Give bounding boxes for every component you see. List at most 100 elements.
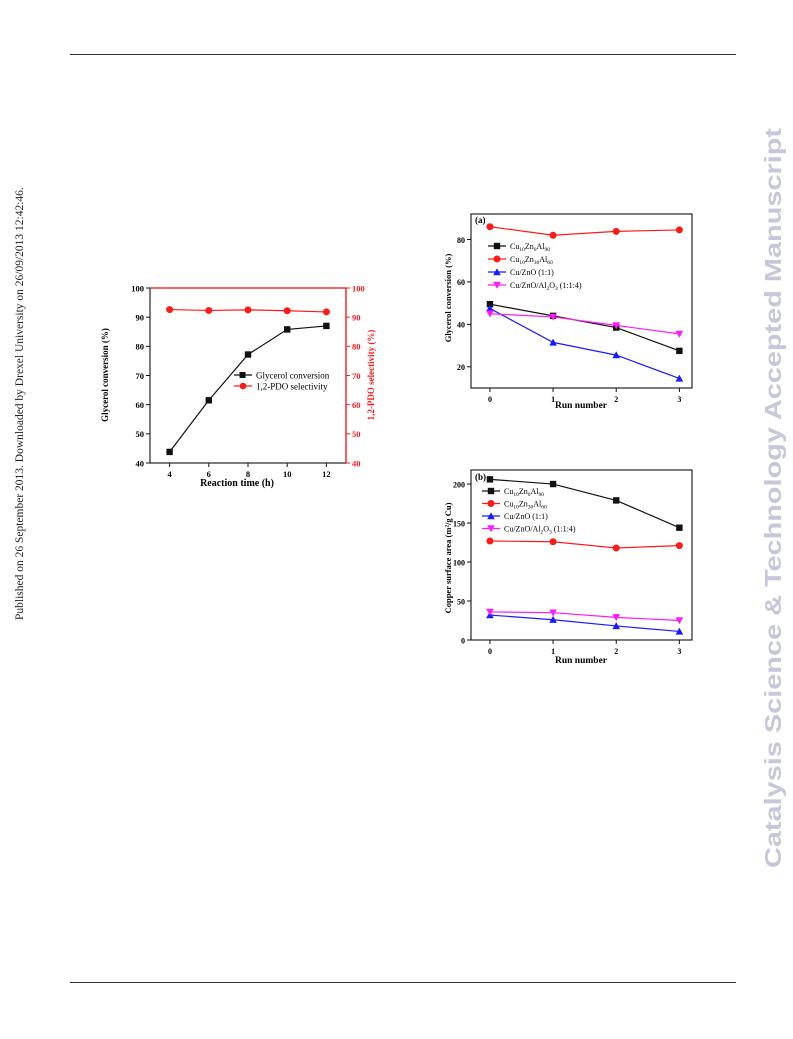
data-point-series-2 — [166, 306, 174, 314]
panel-label: (a) — [475, 215, 486, 225]
data-point-series-1 — [676, 347, 683, 355]
y2-tick-label: 70 — [352, 371, 361, 381]
data-point-series-3 — [549, 615, 557, 623]
legend-marker-3 — [493, 268, 501, 276]
series-line-2 — [489, 226, 680, 236]
y-tick-label: 60 — [457, 278, 465, 287]
series-line-3 — [489, 307, 680, 380]
data-point-series-1 — [166, 448, 173, 456]
data-point-series-3 — [612, 622, 621, 630]
x-tick-label: 10 — [283, 469, 292, 479]
legend-label-1: Cu10Zn0Al90 — [510, 242, 550, 253]
data-point-series-2 — [612, 544, 620, 552]
series-line-1 — [489, 478, 680, 529]
legend-marker-3 — [487, 512, 495, 520]
y-tick-label: 50 — [136, 429, 145, 439]
data-point-series-2 — [486, 223, 494, 231]
legend-label-2: Cu10Zn30Al60 — [510, 255, 553, 266]
legend-marker-glycerol-conversion — [239, 372, 246, 378]
data-point-series-4 — [675, 330, 684, 338]
panel-label: (b) — [475, 472, 486, 482]
data-point-series-1 — [486, 300, 494, 308]
publication-note: Published on 26 September 2013. Download… — [14, 187, 26, 620]
y-tick-label: 80 — [136, 342, 145, 352]
y-tick-label: 20 — [457, 363, 465, 372]
data-point-series-2 — [549, 231, 557, 239]
x-tick-label: 0 — [488, 647, 492, 656]
data-point-series-3 — [612, 351, 621, 359]
y-axis-label: Copper surface area (m²/g Cu) — [443, 502, 453, 613]
plot-area: 0 1 2 3 20 40 60 80 — [457, 213, 693, 404]
legend-label-1: Cu10Zn0Al90 — [504, 487, 544, 498]
x-tick-label: 3 — [677, 647, 681, 656]
data-point-series-1 — [549, 480, 557, 488]
series-line-1 — [489, 303, 680, 352]
data-point-series-4 — [612, 614, 621, 622]
bottom-rule — [70, 982, 736, 983]
y-tick-label: 100 — [453, 558, 465, 567]
data-point-series-1 — [244, 351, 252, 358]
data-point-series-2 — [486, 537, 494, 545]
y-tick-label: 70 — [136, 371, 145, 381]
data-point-series-1 — [205, 397, 212, 404]
y-tick-label: 50 — [457, 597, 465, 606]
y-tick-label: 40 — [457, 321, 465, 330]
x-axis-label: Run number — [555, 401, 608, 411]
legend-label-glycerol-conversion: Glycerol conversion — [256, 371, 330, 381]
y2-tick-label: 40 — [352, 458, 361, 468]
journal-watermark: Catalysis Science & Technology Accepted … — [760, 128, 786, 868]
data-point-series-2 — [549, 538, 557, 546]
data-point-series-4 — [612, 322, 621, 330]
y2-axis-label: 1,2-PDO selectivity (%) — [366, 330, 376, 421]
legend: Cu10Zn0Al90 Cu10Zn30Al60 Cu/ZnO (1:1) Cu/Zn… — [488, 242, 582, 292]
y2-tick-label: 90 — [352, 312, 361, 322]
legend-label-2: Cu10Zn30Al60 — [504, 500, 547, 511]
y2-tick-label: 100 — [352, 283, 365, 293]
data-point-series-1 — [676, 524, 683, 531]
y-tick-label: 100 — [131, 283, 144, 293]
legend-marker-2 — [487, 500, 495, 507]
data-point-series-4 — [549, 609, 557, 617]
legend-marker-1 — [487, 487, 495, 495]
data-point-series-2 — [612, 227, 620, 235]
y-axis-label: Glycerol conversion (%) — [100, 328, 110, 422]
plot-area: 4 6 8 10 12 40 50 60 70 80 90 100 40 50 60 70 80 90 100 — [131, 283, 365, 479]
legend-label-3: Cu/ZnO (1:1) — [510, 268, 554, 277]
journal-watermark-text: Catalysis Science & Technology Accepted … — [760, 128, 786, 868]
x-tick-label: 3 — [677, 395, 681, 404]
x-tick-label: 1 — [551, 647, 555, 656]
series-line-3 — [489, 614, 680, 633]
x-axis-label: Run number — [555, 656, 608, 666]
plot-frame — [470, 469, 693, 641]
y-tick-label: 80 — [457, 236, 465, 245]
legend-marker-2 — [493, 255, 501, 263]
plot-area: 0 1 2 3 0 50 100 150 200 — [453, 469, 693, 656]
y2-tick-label: 50 — [352, 429, 361, 439]
plot-frame — [470, 213, 693, 389]
x-tick-label: 1 — [551, 395, 555, 404]
data-point-series-2 — [283, 307, 291, 315]
x-tick-label: 4 — [167, 469, 172, 479]
y-tick-label: 40 — [136, 458, 145, 468]
legend-label-3: Cu/ZnO (1:1) — [504, 512, 548, 521]
legend: Glycerol conversion 1,2-PDO selectivity — [234, 371, 330, 392]
x-tick-label: 12 — [322, 469, 331, 479]
data-point-series-1 — [284, 326, 291, 333]
legend-label-4: Cu/ZnO/Al2O3 (1:1:4) — [510, 281, 582, 292]
top-rule — [70, 54, 736, 55]
data-point-series-4 — [486, 310, 494, 318]
data-point-series-1 — [323, 322, 330, 330]
data-point-series-1 — [486, 476, 494, 483]
data-point-series-3 — [486, 304, 494, 312]
legend-label-4: Cu/ZnO/Al2O3 (1:1:4) — [504, 525, 576, 536]
x-tick-label: 2 — [614, 395, 618, 404]
legend-marker-1 — [493, 242, 501, 250]
data-point-series-3 — [675, 374, 684, 382]
data-point-series-4 — [675, 617, 684, 625]
data-point-series-1 — [613, 497, 620, 504]
data-point-series-4 — [549, 313, 557, 321]
data-point-series-2 — [675, 542, 683, 550]
data-point-series-2 — [205, 306, 213, 314]
x-tick-label: 6 — [207, 469, 211, 479]
